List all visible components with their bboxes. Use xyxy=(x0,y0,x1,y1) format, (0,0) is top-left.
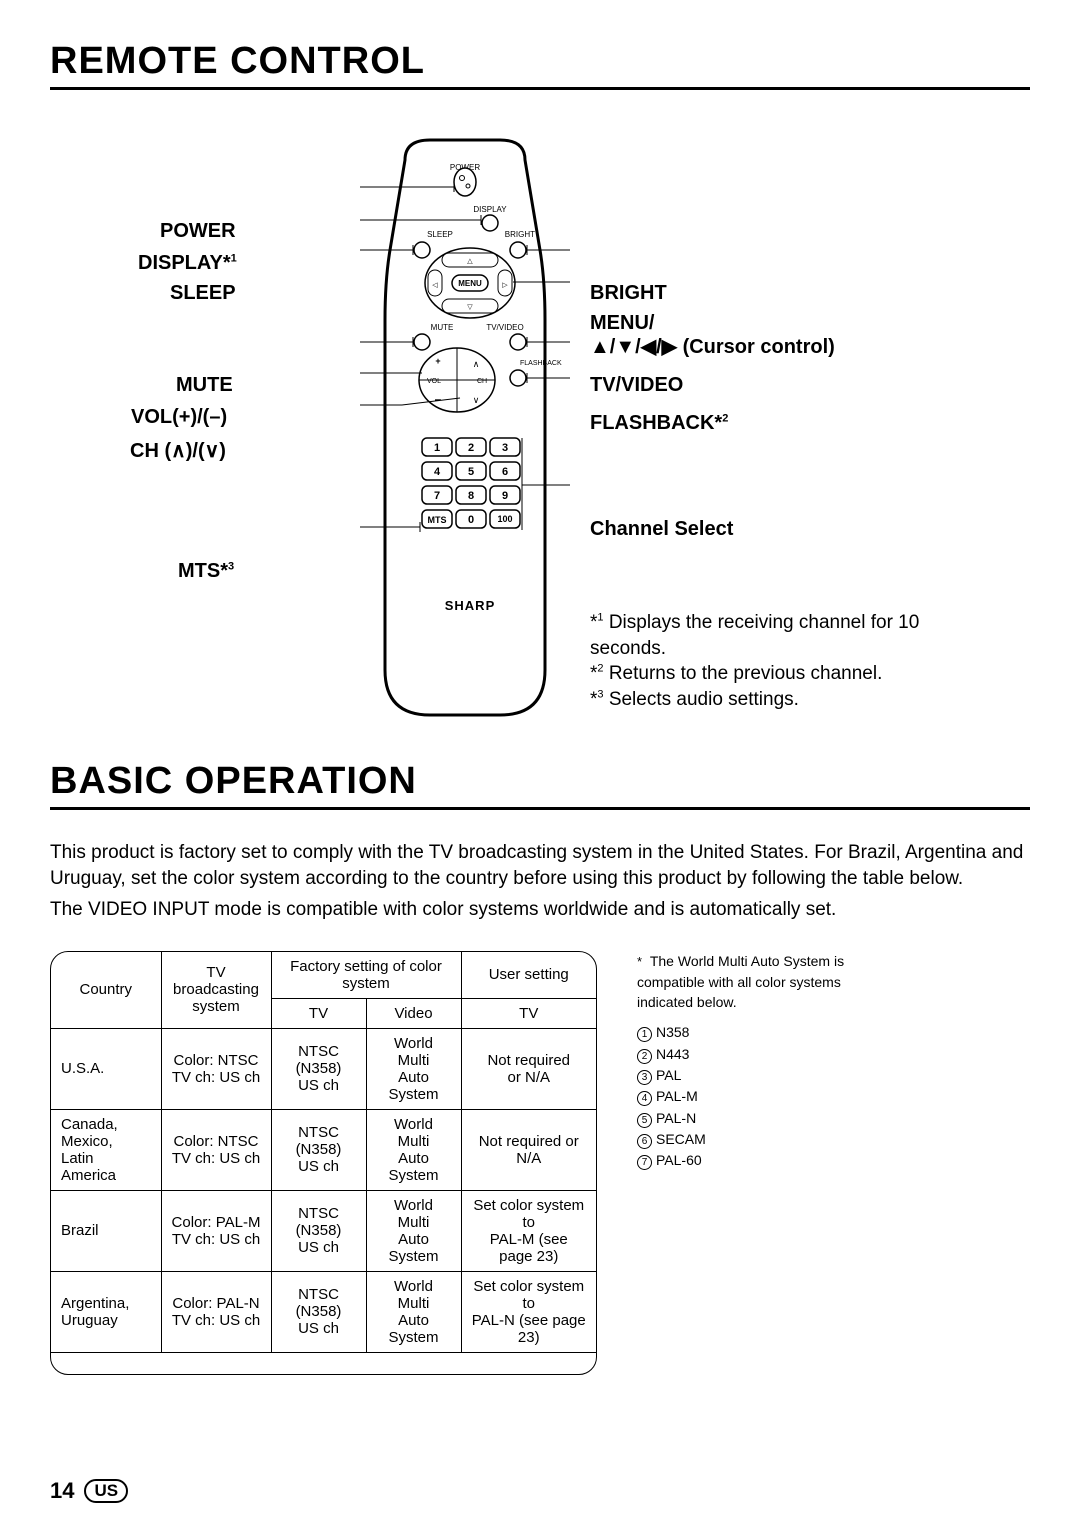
svg-text:+: + xyxy=(435,356,440,366)
remote-illustration: POWER DISPLAY SLEEP BRIGHT △ ▽ ◁ ▷ MENU … xyxy=(360,120,570,730)
remote-diagram: POWER DISPLAY*1 SLEEP MUTE VOL(+)/(–) CH… xyxy=(50,120,1030,760)
svg-text:0: 0 xyxy=(468,514,474,526)
svg-text:▷: ▷ xyxy=(502,282,508,289)
svg-text:1: 1 xyxy=(434,442,440,454)
svg-text:5: 5 xyxy=(468,466,474,478)
svg-text:MTS: MTS xyxy=(428,515,447,525)
label-tvvideo: TV/VIDEO xyxy=(590,374,683,397)
svg-text:CH: CH xyxy=(477,378,487,385)
svg-text:▽: ▽ xyxy=(467,304,473,311)
label-mute: MUTE xyxy=(176,374,233,397)
svg-text:7: 7 xyxy=(434,490,440,502)
svg-text:∨: ∨ xyxy=(473,395,480,405)
label-menu: MENU/ xyxy=(590,312,654,335)
label-chselect: Channel Select xyxy=(590,518,733,541)
label-vol: VOL(+)/(–) xyxy=(131,406,227,429)
label-sleep: SLEEP xyxy=(170,282,236,305)
body-paragraph-1: This product is factory set to comply wi… xyxy=(50,840,1030,891)
svg-text:3: 3 xyxy=(502,442,508,454)
svg-text:∧: ∧ xyxy=(473,359,480,369)
label-cursor: ▲/▼/◀/▶ (Cursor control) xyxy=(590,334,835,359)
svg-text:BRIGHT: BRIGHT xyxy=(505,230,535,239)
svg-text:4: 4 xyxy=(434,466,441,478)
svg-text:MENU: MENU xyxy=(458,279,482,288)
svg-text:SHARP: SHARP xyxy=(445,598,496,613)
svg-text:MUTE: MUTE xyxy=(431,323,454,332)
svg-text:2: 2 xyxy=(468,442,474,454)
label-bright: BRIGHT xyxy=(590,282,667,305)
section-title-basic: BASIC OPERATION xyxy=(50,760,1030,810)
body-paragraph-2: The VIDEO INPUT mode is compatible with … xyxy=(50,897,1030,923)
svg-text:8: 8 xyxy=(468,490,474,502)
page-footer: 14 US xyxy=(50,1478,128,1504)
section-title-remote: REMOTE CONTROL xyxy=(50,40,1030,90)
footnotes: *1 Displays the receiving channel for 10… xyxy=(590,610,940,713)
svg-text:9: 9 xyxy=(502,490,508,502)
svg-text:6: 6 xyxy=(502,466,508,478)
svg-text:TV/VIDEO: TV/VIDEO xyxy=(486,323,523,332)
svg-text:VOL: VOL xyxy=(427,378,441,385)
label-flashback: FLASHBACK*2 xyxy=(590,412,728,435)
color-system-table: Country TV broadcasting system Factory s… xyxy=(50,951,597,1376)
svg-text:SLEEP: SLEEP xyxy=(427,230,453,239)
label-mts: MTS*3 xyxy=(178,560,234,583)
label-power: POWER xyxy=(160,220,236,243)
svg-text:100: 100 xyxy=(497,514,512,524)
svg-text:–: – xyxy=(435,392,442,406)
svg-text:DISPLAY: DISPLAY xyxy=(473,205,507,214)
svg-text:FLASHBACK: FLASHBACK xyxy=(520,360,562,367)
label-ch: CH (∧)/(∨) xyxy=(130,438,226,463)
sidenote: * The World Multi Auto System is compati… xyxy=(637,951,887,1172)
svg-text:◁: ◁ xyxy=(432,282,438,289)
svg-text:△: △ xyxy=(467,258,473,265)
label-display: DISPLAY*1 xyxy=(138,252,237,275)
